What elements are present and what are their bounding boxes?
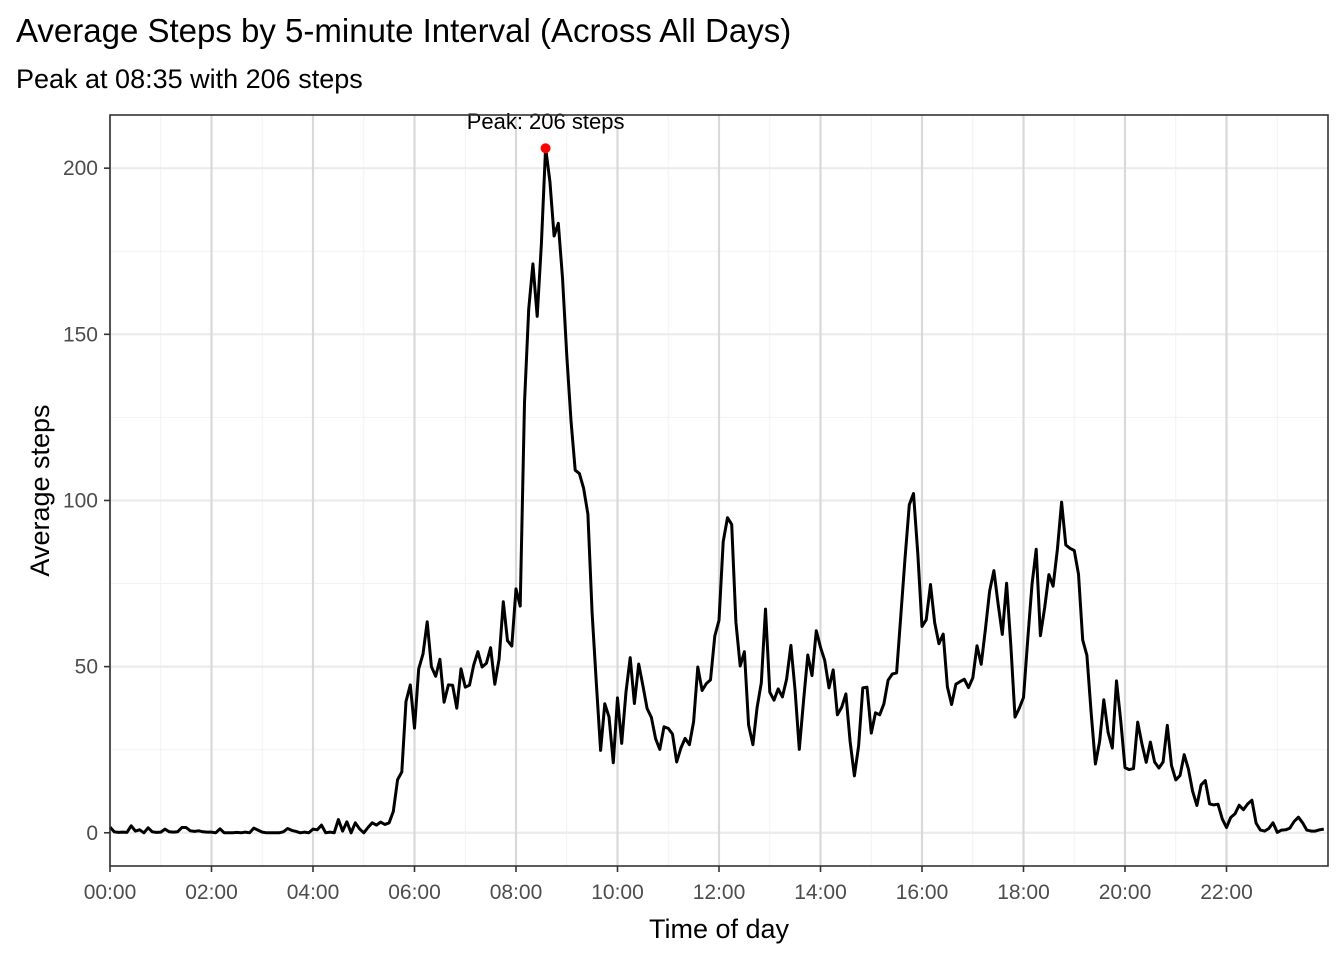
series-layer: Peak: 206 steps xyxy=(108,109,1325,835)
x-tick-label: 00:00 xyxy=(84,881,137,904)
x-tick-label: 04:00 xyxy=(287,881,340,904)
x-tick-label: 22:00 xyxy=(1200,881,1253,904)
y-tick-label: 200 xyxy=(63,157,98,180)
x-tick-label: 12:00 xyxy=(693,881,746,904)
y-axis-title: Average steps xyxy=(25,404,55,576)
x-tick-label: 18:00 xyxy=(997,881,1050,904)
y-tick-label: 0 xyxy=(86,822,98,845)
x-tick-label: 10:00 xyxy=(591,881,644,904)
chart-title: Average Steps by 5-minute Interval (Acro… xyxy=(16,12,792,49)
y-tick-label: 50 xyxy=(75,656,98,679)
series-line xyxy=(108,146,1325,835)
y-tick-label: 100 xyxy=(63,489,98,512)
x-tick-label: 16:00 xyxy=(896,881,949,904)
axes: 0 50 100 150 200 00:00 02:00 04:00 06:00 08:00 10:… xyxy=(63,157,1253,904)
peak-annotation: Peak: 206 steps xyxy=(467,109,625,134)
x-axis-title: Time of day xyxy=(649,914,790,944)
grid-lines xyxy=(108,115,1328,866)
peak-point xyxy=(540,143,551,154)
x-tick-label: 08:00 xyxy=(490,881,543,904)
x-tick-label: 06:00 xyxy=(388,881,441,904)
x-tick-label: 20:00 xyxy=(1099,881,1152,904)
y-tick-label: 150 xyxy=(63,323,98,346)
x-tick-label: 02:00 xyxy=(185,881,238,904)
chart-subtitle: Peak at 08:35 with 206 steps xyxy=(16,64,363,94)
x-tick-label: 14:00 xyxy=(794,881,847,904)
